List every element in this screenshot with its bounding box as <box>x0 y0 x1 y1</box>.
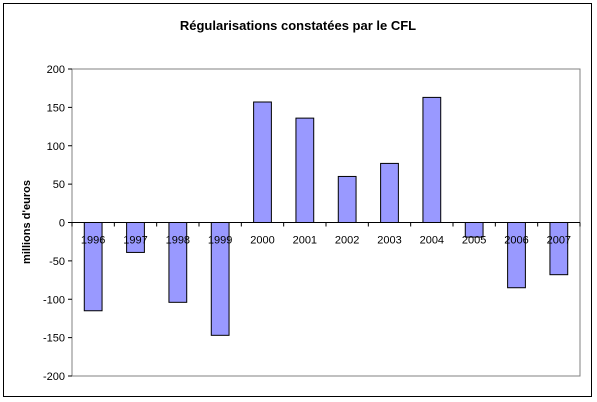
bar-2004 <box>422 96 442 223</box>
x-tick-label: 2007 <box>547 235 571 247</box>
x-tick-label: 2005 <box>462 235 486 247</box>
y-tick-label: -200 <box>43 371 65 383</box>
x-tick-label: 1999 <box>208 235 232 247</box>
y-tick-label: 150 <box>47 102 65 114</box>
bar-2003 <box>380 162 399 223</box>
bars-group <box>83 96 569 336</box>
y-tick-label: 200 <box>47 64 65 76</box>
bar-2006 <box>507 222 526 289</box>
y-tick-label: -150 <box>43 333 65 345</box>
bar-2007 <box>549 222 569 276</box>
x-tick-label: 1997 <box>123 235 147 247</box>
y-axis: 200 150 100 50 0 -50 -100 -150 -200 <box>43 64 72 383</box>
bar-2001 <box>295 117 315 223</box>
x-tick-label: 2003 <box>377 235 401 247</box>
bar-2000 <box>253 101 272 223</box>
y-tick-label: 0 <box>59 218 65 230</box>
x-axis: 1996 1997 1998 1999 2000 2001 2002 2003 2004 2005… <box>71 222 581 247</box>
x-tick-label: 2000 <box>250 235 274 247</box>
x-tick-label: 1996 <box>81 235 105 247</box>
x-tick-label: 2006 <box>504 235 528 247</box>
y-tick-label: -50 <box>49 256 65 268</box>
y-axis-label: millions d'euros <box>21 180 33 264</box>
bar-2002 <box>337 175 357 223</box>
y-tick-label: 100 <box>47 141 65 153</box>
x-tick-label: 2004 <box>420 235 444 247</box>
x-tick-label: 1998 <box>166 235 190 247</box>
y-tick-label: -100 <box>43 294 65 306</box>
x-tick-label: 2002 <box>335 235 359 247</box>
chart-title: Régularisations constatées par le CFL <box>180 18 416 33</box>
x-tick-label: 2001 <box>293 235 317 247</box>
y-tick-label: 50 <box>53 179 65 191</box>
